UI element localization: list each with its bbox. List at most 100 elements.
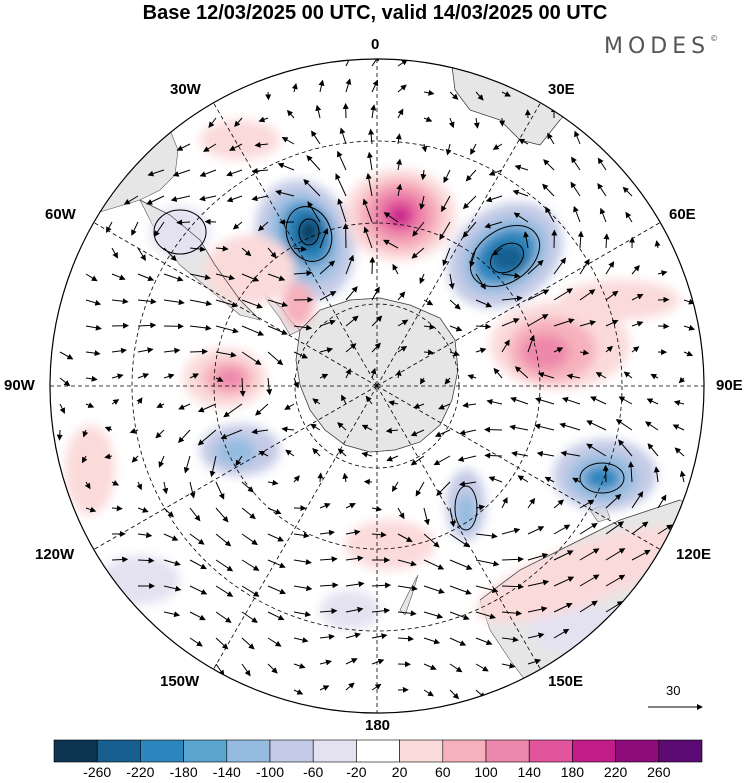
wind-vector (433, 455, 451, 466)
wind-vector (527, 658, 542, 665)
wind-vector (577, 230, 584, 249)
wind-vector (85, 375, 98, 382)
wind-vector (158, 455, 165, 468)
wind-vector (423, 323, 436, 330)
wind-vector (527, 552, 549, 561)
wind-vector (310, 423, 321, 431)
wind-vector (623, 371, 633, 379)
wind-vector (475, 323, 492, 330)
wind-vector (371, 658, 385, 665)
wind-vector (553, 550, 574, 561)
wind-vector (419, 273, 425, 285)
wind-vector (189, 481, 196, 499)
wind-vector (449, 637, 467, 646)
wind-vector (319, 659, 332, 666)
wind-vector (345, 78, 352, 93)
wind-vector (543, 159, 555, 171)
wind-vector (163, 559, 181, 567)
wind-vector (570, 181, 581, 197)
wind-vector (178, 429, 191, 444)
colorbar-swatch (269, 739, 314, 763)
colorbar-tick-label: -140 (212, 764, 241, 780)
wind-vector (345, 682, 355, 691)
wind-vector (232, 221, 243, 230)
wind-vector (312, 447, 321, 457)
wind-vector (423, 299, 434, 306)
wind-vector (566, 373, 581, 380)
wind-vector (183, 455, 191, 474)
wind-vector (251, 167, 269, 174)
wind-vector (111, 373, 124, 380)
modes-logo: MODES© (604, 34, 719, 59)
wind-vector (475, 611, 496, 620)
wind-vector (84, 481, 91, 490)
wind-vector (514, 366, 529, 379)
wind-vector (527, 497, 536, 509)
wind-vector (523, 231, 530, 249)
wind-vector (215, 533, 232, 547)
wind-vector (579, 522, 598, 535)
wind-vector (501, 527, 521, 535)
wind-vector (605, 521, 625, 535)
wind-vector (386, 455, 399, 462)
wind-vector (673, 400, 685, 406)
wind-vector (303, 178, 321, 197)
wind-vector (215, 507, 229, 523)
wind-vector (147, 169, 165, 177)
wind-vector (293, 558, 312, 565)
wind-vector (345, 343, 357, 353)
wind-vector (459, 480, 477, 487)
wind-vector (391, 481, 399, 493)
wind-vector (445, 143, 452, 156)
wind-vector (488, 169, 503, 176)
wind-vectors (56, 59, 696, 700)
wind-vector (215, 351, 237, 358)
wind-vector (345, 606, 364, 613)
wind-vector (215, 585, 234, 597)
wind-vector (631, 549, 651, 561)
wind-vector (560, 450, 581, 457)
wind-vector (215, 663, 225, 677)
wind-vector (371, 607, 391, 614)
wind-vector (362, 198, 373, 223)
wind-vector (423, 689, 434, 697)
wind-vector (459, 429, 477, 436)
wind-vector (501, 272, 521, 279)
wind-vector (307, 201, 321, 223)
wind-vector (553, 318, 575, 327)
wind-vector (449, 507, 456, 528)
wind-vector (85, 324, 102, 331)
wind-vector (443, 169, 451, 184)
lon-label-30e: 30E (548, 81, 575, 98)
wind-vector (199, 169, 217, 177)
wind-vector (163, 507, 174, 518)
wind-vector (396, 183, 403, 197)
wind-vector (59, 377, 71, 387)
colorbar-tick-label: 260 (647, 764, 671, 780)
wind-vector (419, 195, 426, 210)
wind-vector (254, 141, 269, 148)
wind-vector (423, 637, 441, 645)
wind-vector (220, 429, 243, 440)
wind-vector (345, 581, 365, 588)
wind-vector (410, 455, 425, 466)
wind-vector (484, 452, 503, 459)
wind-vector (383, 212, 399, 223)
wind-vector (370, 104, 377, 119)
colorbar-swatch (442, 739, 487, 763)
wind-vector (597, 182, 607, 197)
wind-vector (189, 559, 207, 570)
wind-vector (579, 289, 596, 301)
wind-vector (448, 273, 455, 290)
wind-vector (371, 79, 379, 93)
wind-vector (189, 533, 205, 545)
wind-vector (258, 116, 269, 123)
wind-vector (341, 394, 347, 405)
wind-vector (413, 403, 425, 409)
wind-vector (189, 246, 206, 253)
wind-vector (371, 342, 381, 353)
wind-vector (267, 325, 288, 335)
wind-vector (81, 455, 88, 464)
wind-vector (371, 683, 382, 691)
wind-vector (572, 477, 581, 484)
